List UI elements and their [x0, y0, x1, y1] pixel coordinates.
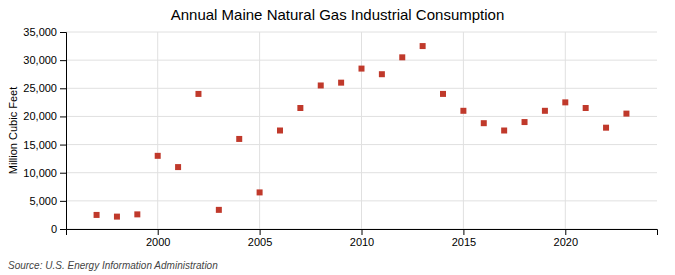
tick-label: 2010 — [350, 236, 374, 248]
x-axis: 2000 2005 2010 2015 2020 — [67, 229, 658, 248]
annotation: Source: U.S. Energy Information Administ… — [8, 260, 218, 271]
tick: 15,000 — [23, 139, 66, 151]
point — [338, 80, 344, 86]
tick-label: 2020 — [554, 236, 578, 248]
point — [460, 108, 466, 114]
tick-label: 35,000 — [23, 26, 57, 38]
tick-label: 2005 — [248, 236, 272, 248]
tick: 20,000 — [23, 110, 66, 122]
tick-label: 2000 — [146, 236, 170, 248]
point — [155, 153, 161, 159]
point — [623, 111, 629, 117]
point — [603, 125, 609, 131]
tick-label: 10,000 — [23, 167, 57, 179]
tick-mark — [565, 229, 566, 235]
grid-line — [463, 32, 464, 229]
tick: 2000 — [146, 229, 170, 248]
point — [114, 214, 120, 220]
point — [542, 108, 548, 114]
point — [359, 66, 365, 72]
title: Annual Maine Natural Gas Industrial Cons… — [171, 6, 505, 23]
point — [195, 91, 201, 97]
grid-line — [259, 32, 260, 229]
tick-label: 15,000 — [23, 139, 57, 151]
tick: 0 — [51, 223, 66, 235]
tick-label: 20,000 — [23, 110, 57, 122]
tick-label: 30,000 — [23, 54, 57, 66]
axis-line — [67, 230, 658, 236]
tick-mark — [158, 229, 159, 235]
tick-label: 2015 — [452, 236, 476, 248]
y-axis-label: Million Cubic Feet — [7, 87, 19, 174]
point — [481, 120, 487, 126]
tick: 2015 — [452, 229, 476, 248]
point — [277, 128, 283, 134]
tick: 30,000 — [23, 54, 66, 66]
points — [94, 43, 630, 220]
tick-mark — [60, 88, 66, 89]
tick: 2020 — [554, 229, 578, 248]
point — [236, 136, 242, 142]
grid-line — [565, 32, 566, 229]
point — [94, 212, 100, 218]
plot-area: 2000 2005 2010 2015 2020 0 5,000 10,000 15,000 20… — [23, 26, 657, 248]
point — [297, 105, 303, 111]
point — [522, 119, 528, 125]
tick-mark — [60, 60, 66, 61]
axis-line — [60, 33, 67, 230]
point — [257, 189, 263, 195]
tick: 5,000 — [29, 195, 66, 207]
point — [216, 207, 222, 213]
point — [501, 128, 507, 134]
tick: 2005 — [248, 229, 272, 248]
tick-mark — [60, 229, 66, 230]
tick-label: 25,000 — [23, 82, 57, 94]
tick-label: 0 — [51, 223, 57, 235]
point — [399, 54, 405, 60]
tick-mark — [60, 32, 66, 33]
tick-mark — [60, 145, 66, 146]
point — [318, 82, 324, 88]
tick-mark — [60, 201, 66, 202]
point — [440, 91, 446, 97]
tick-mark — [60, 173, 66, 174]
point — [175, 164, 181, 170]
point — [379, 71, 385, 77]
point — [562, 99, 568, 105]
tick-mark — [60, 116, 66, 117]
tick-label: 5,000 — [29, 195, 57, 207]
grid — [66, 32, 657, 229]
point — [134, 211, 140, 217]
tick: 25,000 — [23, 82, 66, 94]
grid-line — [157, 32, 158, 229]
tick: 10,000 — [23, 167, 66, 179]
y-axis: 0 5,000 10,000 15,000 20,000 25,000 30,000 35,0… — [23, 26, 66, 235]
tick-mark — [362, 229, 363, 235]
tick: 35,000 — [23, 26, 66, 38]
chart: 2000 2005 2010 2015 2020 0 5,000 10,000 15,000 20… — [0, 0, 675, 275]
tick-mark — [463, 229, 464, 235]
tick: 2010 — [350, 229, 374, 248]
grid-line — [361, 32, 362, 229]
point — [583, 105, 589, 111]
tick-mark — [260, 229, 261, 235]
point — [420, 43, 426, 49]
